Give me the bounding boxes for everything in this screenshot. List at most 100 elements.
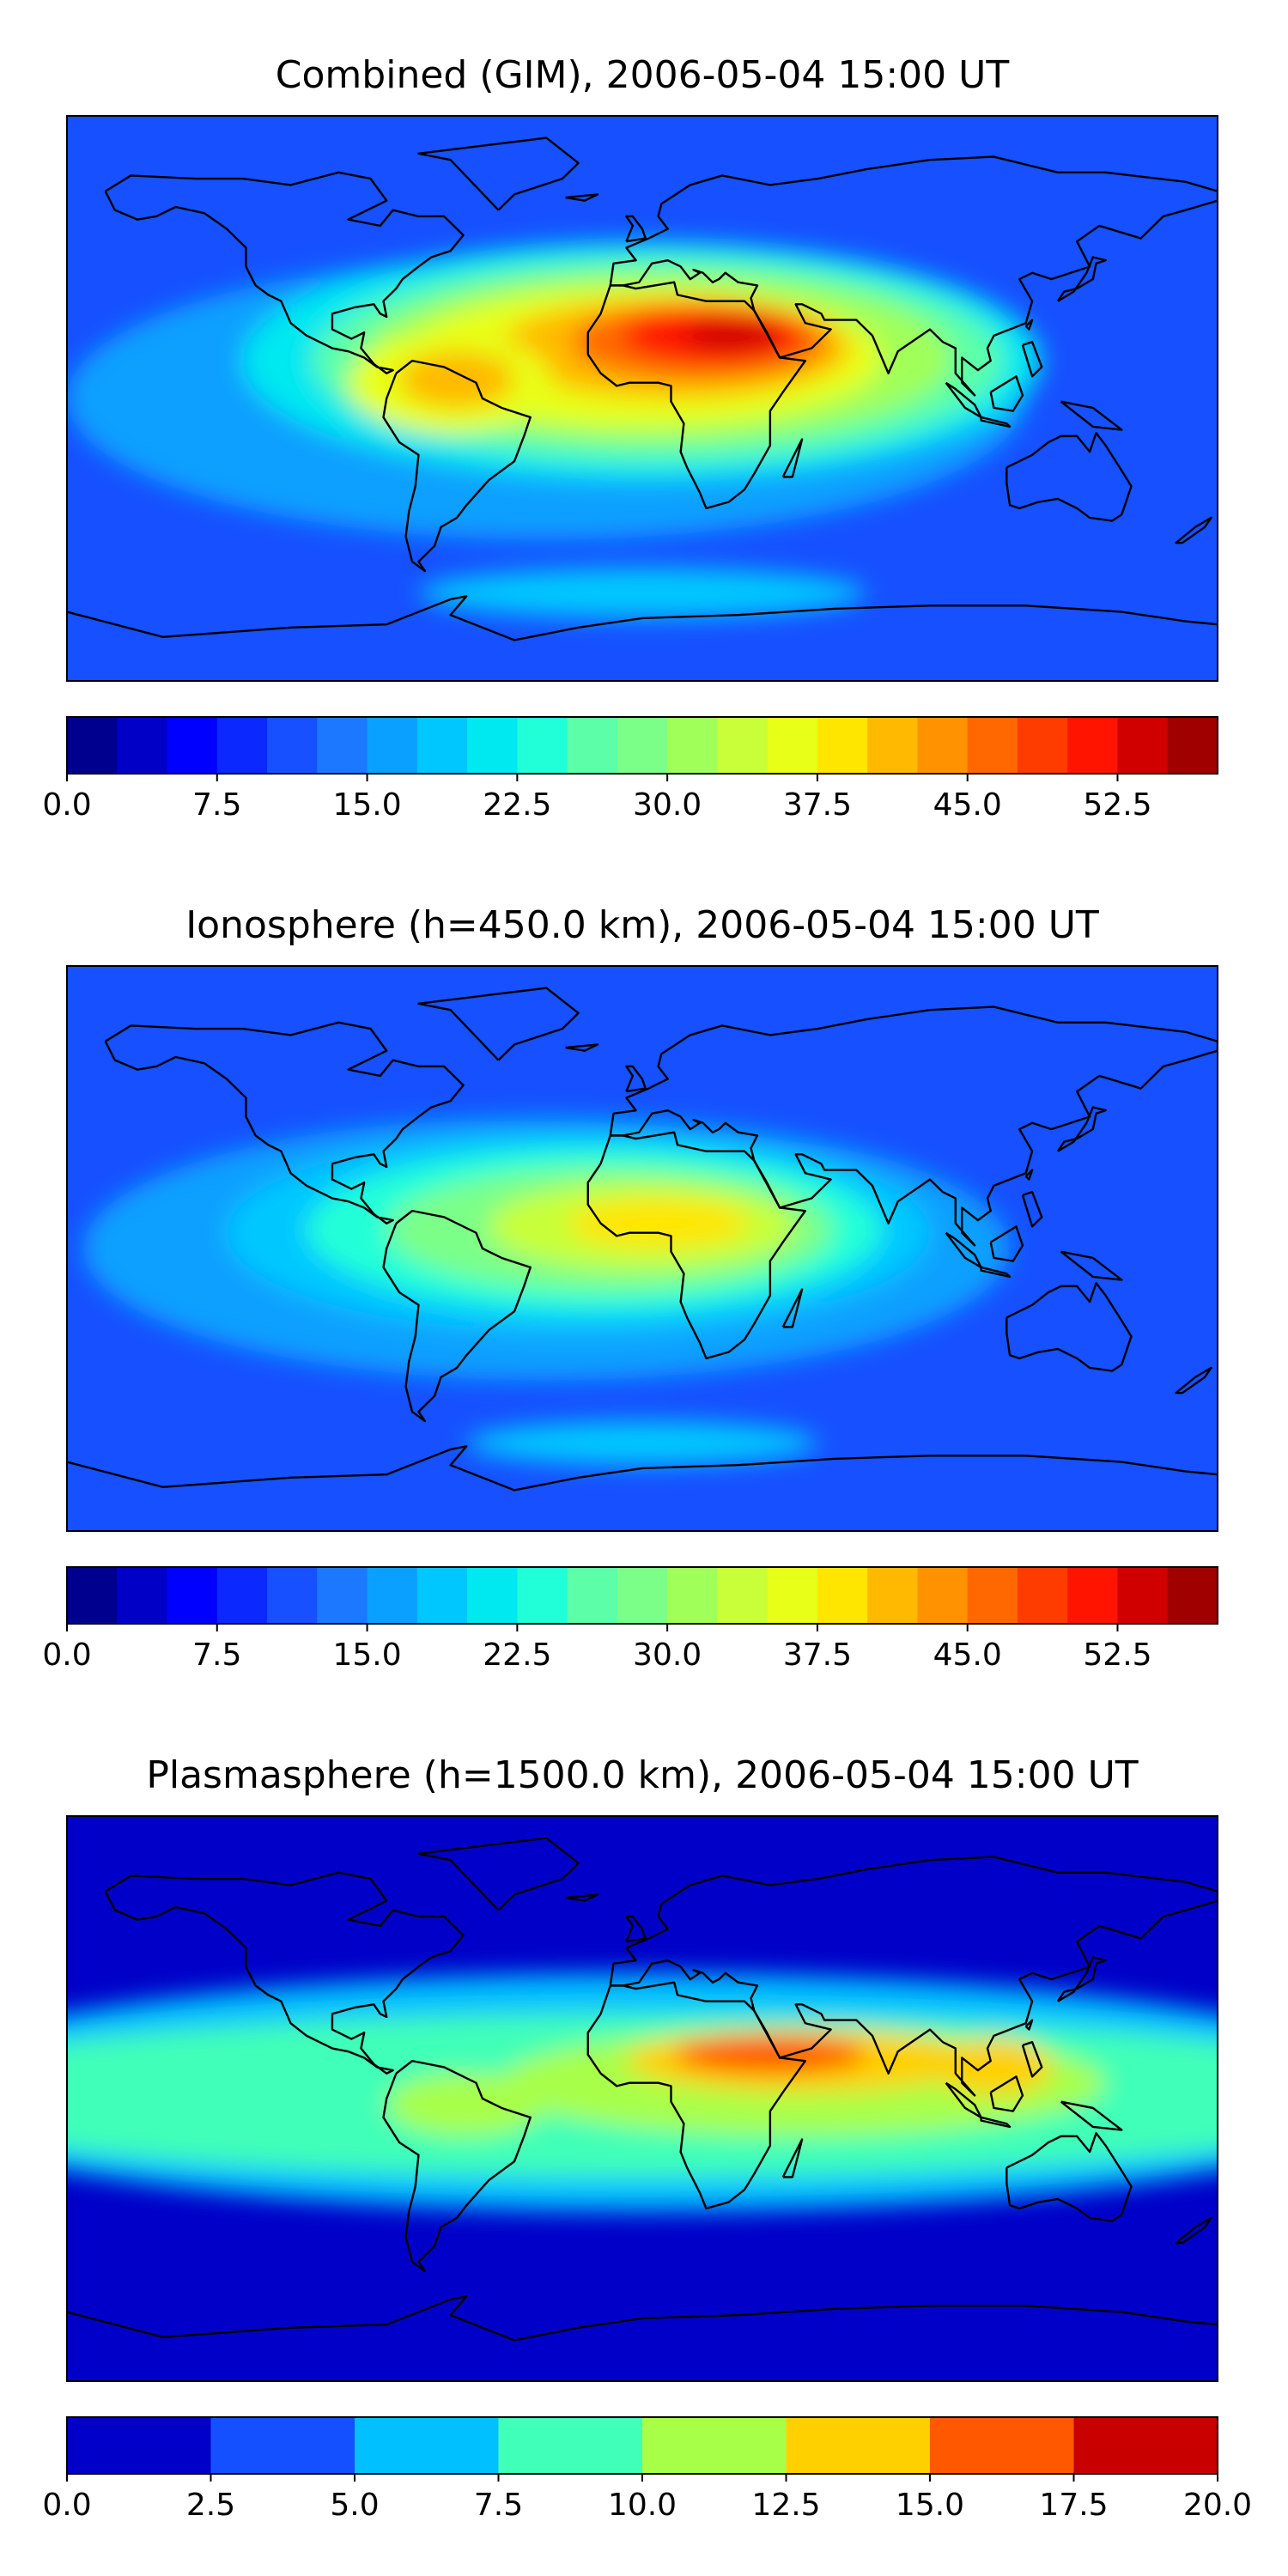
coastline	[1024, 1169, 1034, 1181]
colorbar-segment	[1017, 717, 1068, 774]
colorbar-segment	[1117, 717, 1169, 774]
coastline	[382, 1209, 532, 1423]
panel-combined: Combined (GIM), 2006-05-04 15:00 UT 0.0 7…	[42, 53, 1218, 823]
coastline	[104, 1021, 465, 1224]
coastline	[417, 987, 580, 1061]
coastline	[1056, 1106, 1107, 1152]
colorbar-tick-label: 37.5	[783, 787, 852, 823]
colorbar-tick-label: 37.5	[783, 1637, 852, 1673]
colorbar-segment	[817, 1567, 868, 1624]
colorbar-segment	[930, 2417, 1074, 2474]
coastline	[565, 193, 599, 202]
coastline	[1060, 1250, 1123, 1281]
panel-title: Ionosphere (h=450.0 km), 2006-05-04 15:0…	[185, 903, 1099, 947]
map-frame	[66, 1815, 1218, 2382]
coastline	[1175, 2216, 1212, 2245]
colorbar-tick-label: 0.0	[42, 787, 91, 823]
coastline	[945, 2081, 982, 2119]
coastline	[1056, 1956, 1107, 2002]
coastline	[781, 2138, 804, 2178]
coastline	[382, 359, 532, 573]
colorbar: 0.0 7.5 15.0 22.5 30.0 37.5 45.0 52.5	[42, 1566, 1218, 1673]
tec-field	[67, 1972, 1218, 2212]
tec-contour	[399, 351, 515, 408]
colorbar-tick-label: 30.0	[633, 787, 702, 823]
coastline	[382, 2059, 532, 2273]
colorbar-segment	[817, 717, 868, 774]
map-area	[67, 966, 1218, 1531]
coastline	[989, 1225, 1024, 1262]
coastline	[980, 1266, 1012, 1279]
coastline	[417, 137, 580, 211]
coastline	[1175, 1366, 1212, 1394]
colorbar-segment	[617, 1567, 668, 1624]
tec-field	[82, 1116, 1011, 1466]
colorbar-segment	[517, 1567, 568, 1624]
colorbar-tick-label: 15.0	[332, 787, 401, 823]
coastline	[1175, 516, 1212, 544]
colorbar-segment	[967, 1567, 1018, 1624]
colorbar-segment	[1073, 2417, 1218, 2474]
colorbar-tick-label: 52.5	[1083, 1637, 1151, 1673]
coastline	[1024, 2019, 1034, 2031]
colorbar-tick-label: 22.5	[483, 1637, 551, 1673]
colorbar-tick-label: 7.5	[192, 1637, 241, 1673]
coastline	[1024, 319, 1034, 331]
coastline	[586, 281, 807, 510]
colorbar: 0.0 2.5 5.0 7.5 10.0 12.5 15.0 17.5 20.0	[42, 2416, 1252, 2523]
colorbar: 0.0 7.5 15.0 22.5 30.0 37.5 45.0 52.5	[42, 716, 1218, 823]
colorbar-segment	[767, 1567, 818, 1624]
colorbar-segment	[1067, 1567, 1118, 1624]
colorbar-tick-label: 2.5	[186, 2488, 235, 2523]
coastline	[1021, 2040, 1043, 2078]
colorbar-segment	[67, 2417, 211, 2474]
colorbar-segment	[967, 717, 1018, 774]
coastline	[625, 215, 647, 243]
colorbar-segment	[767, 717, 818, 774]
tec-contour	[683, 319, 781, 352]
colorbar-segment	[216, 1567, 268, 1624]
colorbar-tick-label: 30.0	[633, 1637, 702, 1673]
coastline	[945, 381, 982, 419]
colorbar-segment	[167, 717, 218, 774]
colorbar-segment	[1017, 1567, 1068, 1624]
colorbar-segment	[617, 717, 668, 774]
tec-contour	[936, 2038, 1052, 2096]
coastline	[1005, 432, 1133, 522]
coastline	[67, 2295, 1218, 2342]
colorbar-segment	[467, 1567, 518, 1624]
colorbar-tick-label: 45.0	[933, 1637, 1002, 1673]
colorbar-tick-label: 17.5	[1039, 2488, 1108, 2523]
colorbar-segment	[1167, 1567, 1218, 1624]
map-area	[67, 116, 1218, 681]
tec-contour	[674, 2035, 866, 2074]
colorbar-segment	[867, 1567, 918, 1624]
colorbar-segment	[67, 1567, 118, 1624]
colorbar-tick-label: 20.0	[1183, 2488, 1252, 2523]
coastline	[1021, 341, 1043, 378]
coastline	[989, 2075, 1024, 2112]
colorbar-segment	[1167, 717, 1218, 774]
colorbar-segment	[416, 717, 468, 774]
coastline	[565, 1893, 599, 1902]
colorbar-segment	[267, 717, 318, 774]
colorbar-tick-label: 15.0	[332, 1637, 401, 1673]
coastline	[625, 1915, 647, 1943]
colorbar-segment	[416, 1567, 468, 1624]
colorbar-frame	[66, 1566, 1218, 1625]
colorbar-segment	[1117, 1567, 1169, 1624]
map-frame	[66, 115, 1218, 682]
coastline	[1060, 2100, 1123, 2131]
panel-plasmasphere: Plasmasphere (h=1500.0 km), 2006-05-04 1…	[42, 1753, 1252, 2523]
colorbar-tick-label: 5.0	[330, 2488, 379, 2523]
coastline	[980, 416, 1012, 428]
coastline	[104, 171, 465, 374]
colorbar-segment	[498, 2417, 643, 2474]
coastline	[1005, 2132, 1133, 2222]
colorbar-segment	[267, 1567, 318, 1624]
colorbar-tick-label: 45.0	[933, 787, 1002, 823]
coastlines	[67, 137, 1218, 641]
colorbar-frame	[66, 716, 1218, 775]
colorbar-tick-label: 7.5	[474, 2488, 523, 2523]
colorbar-segment	[717, 717, 769, 774]
